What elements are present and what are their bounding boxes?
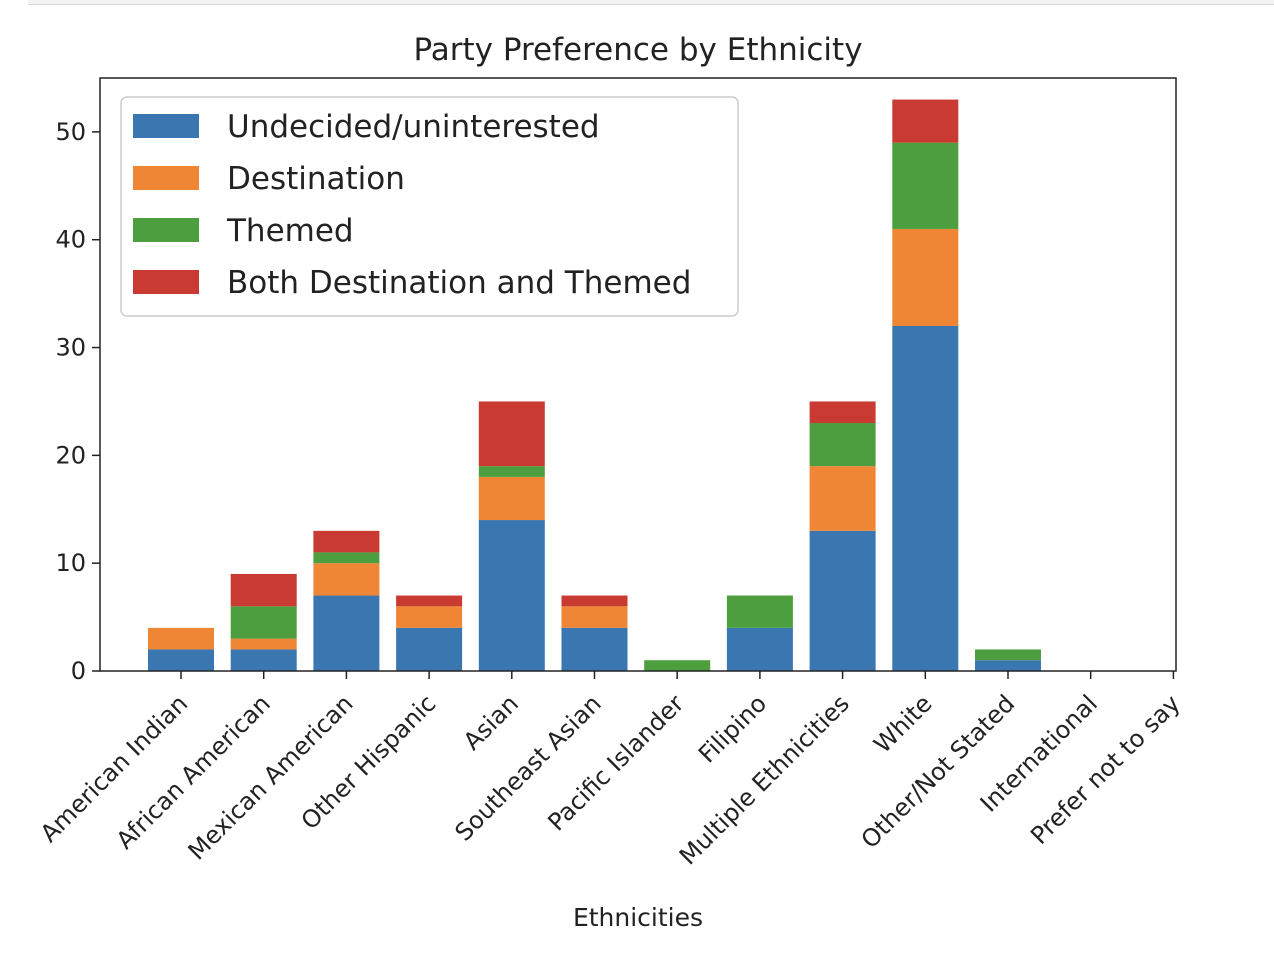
y-tick-label: 10 (55, 549, 86, 577)
y-tick-label: 40 (55, 226, 86, 254)
legend-label: Themed (226, 213, 354, 249)
x-tick-label: White (868, 689, 937, 758)
bar-segment (230, 573, 297, 607)
notebook-cell-border (28, 0, 1274, 5)
bar-segment (230, 638, 297, 650)
bars-layer (148, 99, 1041, 671)
legend-label: Both Destination and Themed (227, 265, 691, 301)
y-tick-label: 0 (71, 657, 86, 685)
bar-segment (478, 401, 545, 467)
bar-segment (230, 606, 297, 639)
bar-segment (975, 660, 1041, 671)
legend-swatch (133, 218, 199, 242)
bar-segment (809, 423, 876, 467)
x-tick-label: African American (111, 689, 276, 854)
bar-segment (809, 530, 876, 671)
bar-segment (809, 401, 876, 424)
bar-segment (644, 660, 711, 671)
bar-segment (726, 627, 793, 671)
x-tick-label: Filipino (693, 689, 772, 768)
bar-segment (313, 563, 380, 596)
bar-segment (561, 595, 628, 607)
bar-segment (478, 476, 545, 521)
y-axis: 0 10 20 30 40 50 (55, 118, 100, 685)
bar-segment (396, 606, 463, 628)
x-tick-label: Prefer not to say (1025, 689, 1185, 849)
bar-segment (396, 627, 463, 671)
bar-segment (230, 649, 297, 671)
bar-segment (148, 649, 214, 671)
x-tick-label: American Indian (35, 689, 193, 847)
bar-segment (726, 595, 793, 628)
bar-segment (892, 99, 959, 143)
legend-swatch (133, 114, 199, 138)
bar-segment (396, 595, 463, 607)
bar-segment (313, 595, 380, 671)
bar-segment (478, 520, 545, 671)
x-tick-label: Asian (458, 689, 524, 755)
bar-segment (561, 627, 628, 671)
bar-segment (892, 142, 959, 229)
x-tick-label: Other/Not Stated (856, 689, 1021, 854)
bar-segment (561, 606, 628, 628)
bar-segment (148, 627, 214, 650)
x-axis-label: Ethnicities (573, 903, 703, 932)
plot-frame (99, 77, 1177, 672)
y-tick-label: 30 (55, 334, 86, 362)
y-tick-label: 50 (55, 118, 86, 146)
x-tick-label: Southeast Asian (450, 689, 607, 846)
bar-segment (975, 649, 1041, 661)
bar-segment (892, 228, 959, 326)
legend-box (120, 96, 739, 317)
bar-segment (809, 466, 876, 531)
y-tick-label: 20 (55, 441, 86, 469)
legend-label: Undecided/uninterested (227, 109, 600, 145)
bar-segment (313, 530, 380, 553)
chart-title: Party Preference by Ethnicity (413, 32, 862, 68)
legend: Undecided/uninterested Destination Themed B… (120, 96, 739, 317)
bar-segment (313, 552, 380, 564)
legend-swatch (133, 166, 199, 190)
legend-swatch (133, 270, 199, 294)
bar-segment (892, 325, 959, 671)
legend-label: Destination (227, 161, 405, 197)
bar-segment (478, 466, 545, 477)
